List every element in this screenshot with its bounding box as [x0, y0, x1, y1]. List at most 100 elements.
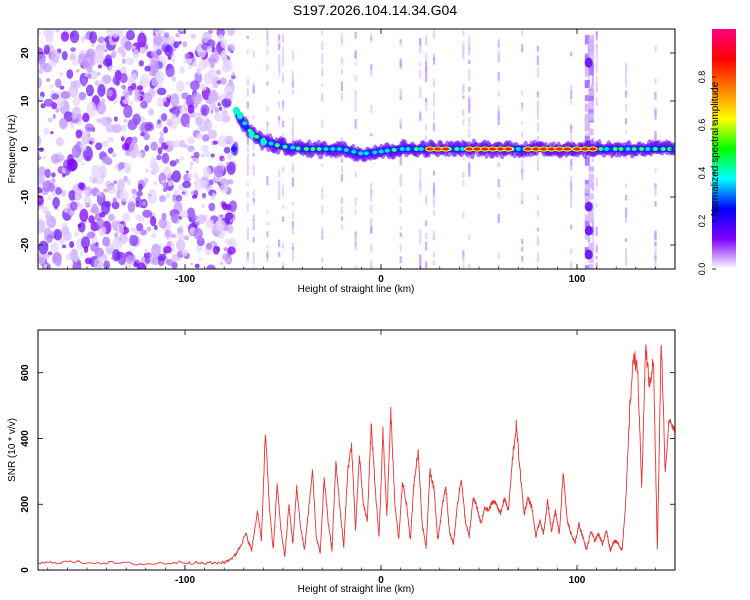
noise-blob	[211, 228, 220, 236]
streak-segment	[291, 117, 294, 127]
noise-blob	[193, 151, 200, 159]
colorbar-tick-label: 0.4	[697, 167, 707, 180]
noise-blob	[179, 29, 185, 32]
noise-blob	[111, 152, 117, 158]
noise-blob	[161, 113, 168, 122]
streak-segment	[595, 76, 598, 86]
noise-blob	[48, 182, 56, 193]
noise-blob	[71, 112, 78, 120]
streak-segment	[595, 262, 598, 269]
ridge-peak-inner	[488, 147, 497, 151]
noise-blob	[190, 80, 200, 91]
streak-segment	[521, 132, 524, 139]
streak-segment	[291, 78, 294, 88]
streak-segment	[340, 92, 343, 99]
streak-segment	[266, 81, 269, 86]
streak-segment	[370, 65, 373, 70]
streak-segment	[654, 77, 657, 85]
noise-blob	[188, 64, 192, 70]
ridge-spot	[391, 147, 397, 152]
ridge-spot	[323, 147, 329, 151]
noise-blob	[203, 150, 211, 158]
ridge-peak-inner	[473, 147, 481, 151]
streak-segment	[246, 101, 249, 109]
streak-segment	[432, 99, 436, 107]
streak-segment	[266, 106, 269, 112]
noise-blob	[128, 142, 139, 158]
streak-segment	[625, 77, 628, 84]
noise-blob	[214, 107, 220, 113]
streak-segment	[370, 192, 373, 202]
streak-segment	[282, 166, 285, 173]
streak-segment	[321, 119, 324, 125]
ridge-peak-inner	[532, 147, 540, 151]
noise-blob	[97, 164, 108, 178]
streak-segment	[570, 181, 573, 192]
noise-blob	[105, 123, 115, 133]
streak-segment	[340, 152, 343, 161]
noise-blob	[196, 132, 203, 140]
noise-blob	[112, 123, 123, 133]
streak-segment	[425, 103, 428, 112]
noise-blob	[42, 155, 47, 160]
noise-blob	[205, 184, 211, 192]
streak-segment	[595, 177, 598, 187]
noise-blob	[79, 208, 89, 223]
x-tick-label: 100	[569, 274, 586, 285]
noise-blob	[175, 158, 180, 164]
noise-blob	[39, 62, 48, 69]
streak-segment	[584, 126, 590, 132]
noise-blob	[190, 33, 196, 39]
streak-segment	[654, 261, 657, 269]
noise-blob	[69, 201, 78, 211]
streak-segment	[536, 91, 539, 98]
noise-blob	[70, 80, 77, 88]
noise-blob	[89, 140, 93, 145]
noise-blob	[169, 108, 173, 113]
noise-blob	[187, 145, 195, 152]
noise-blob	[79, 251, 84, 257]
streak-segment	[570, 90, 573, 100]
noise-blob	[227, 246, 236, 255]
colorbar-tick-label: 0.8	[697, 71, 707, 84]
streak-segment	[654, 255, 657, 262]
streak-segment	[425, 268, 428, 269]
noise-blob	[103, 188, 109, 193]
noise-blob	[92, 177, 98, 184]
streak-segment	[468, 35, 471, 45]
streak-segment	[497, 110, 500, 120]
streak-segment	[570, 248, 573, 255]
streak-segment	[584, 103, 590, 110]
noise-blob	[54, 206, 58, 210]
streak-segment	[252, 140, 255, 150]
streak-segment	[462, 250, 465, 259]
noise-blob	[219, 183, 229, 194]
noise-blob	[90, 206, 100, 214]
ridge-spot	[625, 147, 631, 151]
noise-blob	[192, 61, 198, 68]
noise-blob	[113, 116, 118, 122]
noise-blob	[209, 52, 220, 64]
streak-segment	[591, 218, 594, 229]
ridge-spot	[336, 147, 342, 151]
noise-blob	[170, 93, 180, 107]
streak-segment	[536, 55, 539, 65]
noise-blob	[171, 57, 176, 63]
streak-segment	[462, 48, 465, 58]
streak-segment	[584, 113, 590, 121]
noise-blob	[151, 232, 157, 238]
noise-blob	[107, 147, 114, 154]
noise-blob	[89, 31, 98, 44]
streak-segment	[521, 167, 524, 176]
streak-segment	[595, 87, 598, 92]
streak-segment	[246, 35, 249, 40]
noise-blob	[119, 189, 129, 202]
noise-blob	[127, 200, 136, 213]
noise-blob	[74, 190, 81, 201]
streak-segment	[321, 229, 324, 238]
ridge-spot	[316, 147, 322, 151]
streak-segment	[432, 78, 436, 88]
streak-segment	[354, 236, 357, 243]
streak-segment	[419, 38, 422, 47]
